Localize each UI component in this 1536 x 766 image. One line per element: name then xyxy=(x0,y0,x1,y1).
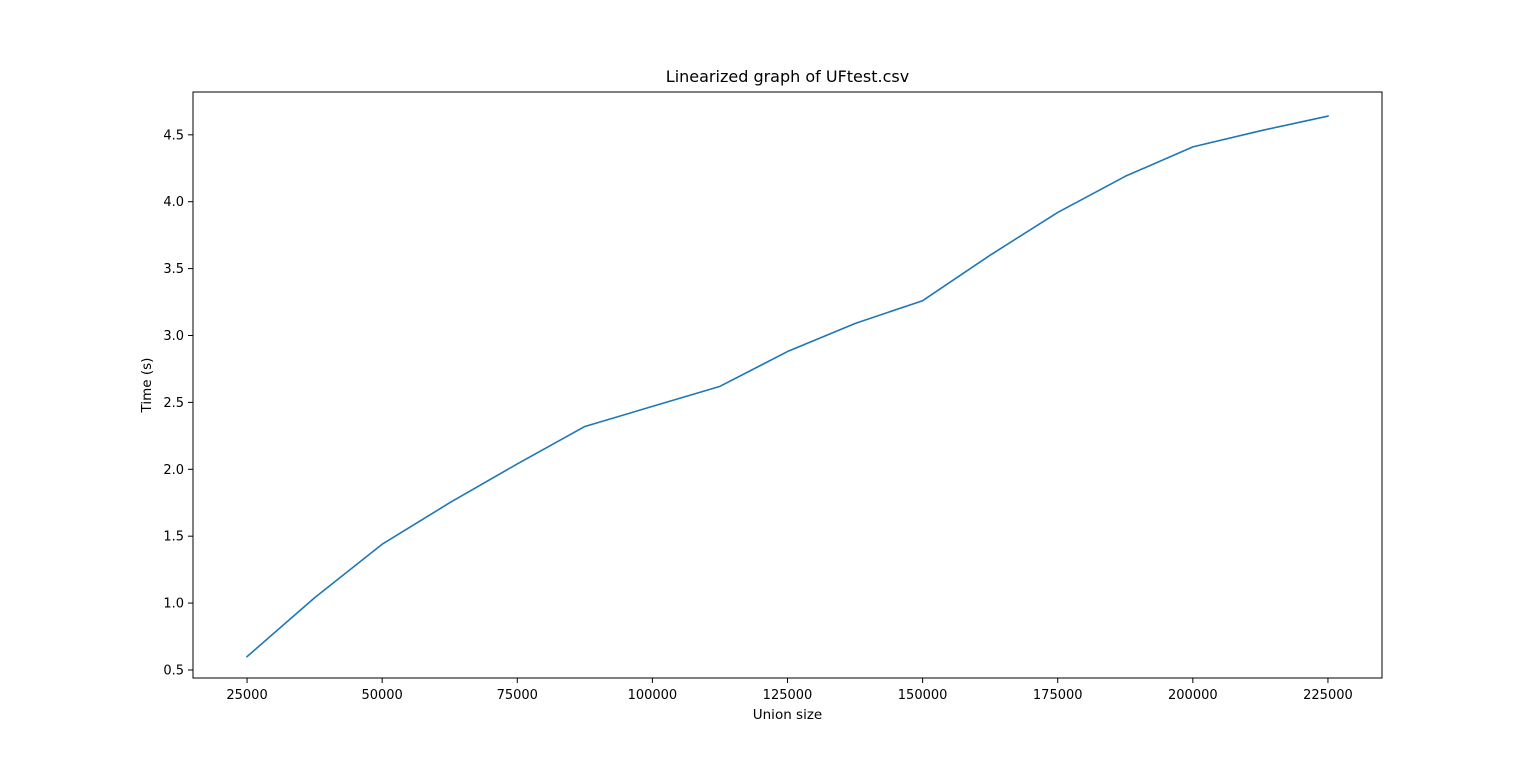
y-tick-label: 4.0 xyxy=(163,195,184,210)
x-tick-label: 175000 xyxy=(1033,688,1083,703)
y-tick-label: 3.0 xyxy=(163,329,184,344)
y-axis-label: Time (s) xyxy=(139,358,155,414)
x-tick-label: 100000 xyxy=(628,688,678,703)
y-tick-label: 4.5 xyxy=(163,128,184,143)
chart-title: Linearized graph of UFtest.csv xyxy=(666,67,909,86)
x-tick-label: 200000 xyxy=(1168,688,1218,703)
x-tick-label: 225000 xyxy=(1303,688,1353,703)
y-tick-label: 1.0 xyxy=(163,597,184,612)
y-tick-label: 2.0 xyxy=(163,463,184,478)
x-tick-label: 25000 xyxy=(226,688,267,703)
y-tick-label: 0.5 xyxy=(163,663,184,678)
x-axis-label: Union size xyxy=(753,707,822,723)
x-tick-label: 150000 xyxy=(898,688,948,703)
x-tick-label: 50000 xyxy=(361,688,402,703)
x-tick-label: 125000 xyxy=(763,688,813,703)
y-tick-label: 1.5 xyxy=(163,530,184,545)
x-tick-label: 75000 xyxy=(497,688,538,703)
y-tick-label: 2.5 xyxy=(163,396,184,411)
plot-area xyxy=(193,92,1382,678)
y-tick-label: 3.5 xyxy=(163,262,184,277)
axes-background xyxy=(193,92,1382,678)
